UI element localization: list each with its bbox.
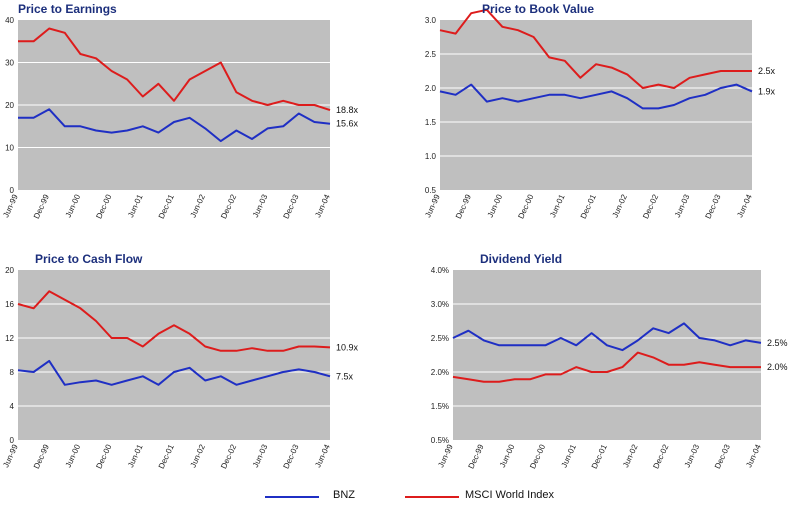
y-tick-label: 3.0% [431,300,449,309]
chart-legend: BNZ MSCI World Index [255,486,615,506]
series-end-label: 2.0% [767,362,788,372]
x-tick-label: Jun-03 [683,443,702,469]
legend-label-bnz: BNZ [333,489,355,501]
y-tick-label: 0.5% [431,436,449,445]
plot-area [453,270,761,440]
chart-title: Dividend Yield [480,252,563,266]
legend-label-msci: MSCI World Index [465,489,555,501]
x-tick-label: Dec-03 [713,443,732,471]
legend-swatch-msci [405,496,459,498]
series-end-label: 2.5% [767,338,788,348]
y-tick-label: 4.0% [431,266,449,275]
chart-title: Price to Earnings [18,2,117,16]
x-tick-label: Jun-00 [498,443,517,469]
chart-title: Price to Book Value [482,2,595,16]
chart-title: Price to Cash Flow [35,252,143,266]
x-tick-label: Dec-99 [467,443,486,471]
chart-panel-dividend-yield: 0.5% 1.5% 2.0% 2.5% 3.0% 4.0% Jun-99 Dec-99 Jun-… [431,252,788,470]
x-tick-label: Jun-01 [560,443,579,469]
x-tick-label: Jun-04 [744,443,763,469]
series-line-bnz [452,322,762,352]
legend-swatch-bnz [265,496,319,498]
y-tick-label: 1.5% [431,402,449,411]
x-tick-label: Dec-01 [590,443,609,471]
y-tick-label: 2.5% [431,334,449,343]
y-tick-label: 2.0% [431,368,449,377]
series-line-msci [452,351,761,383]
x-tick-label: Dec-00 [528,443,547,471]
x-tick-label: Jun-02 [621,443,640,469]
x-tick-label: Dec-02 [651,443,670,471]
x-tick-label: Jun-99 [436,443,455,469]
